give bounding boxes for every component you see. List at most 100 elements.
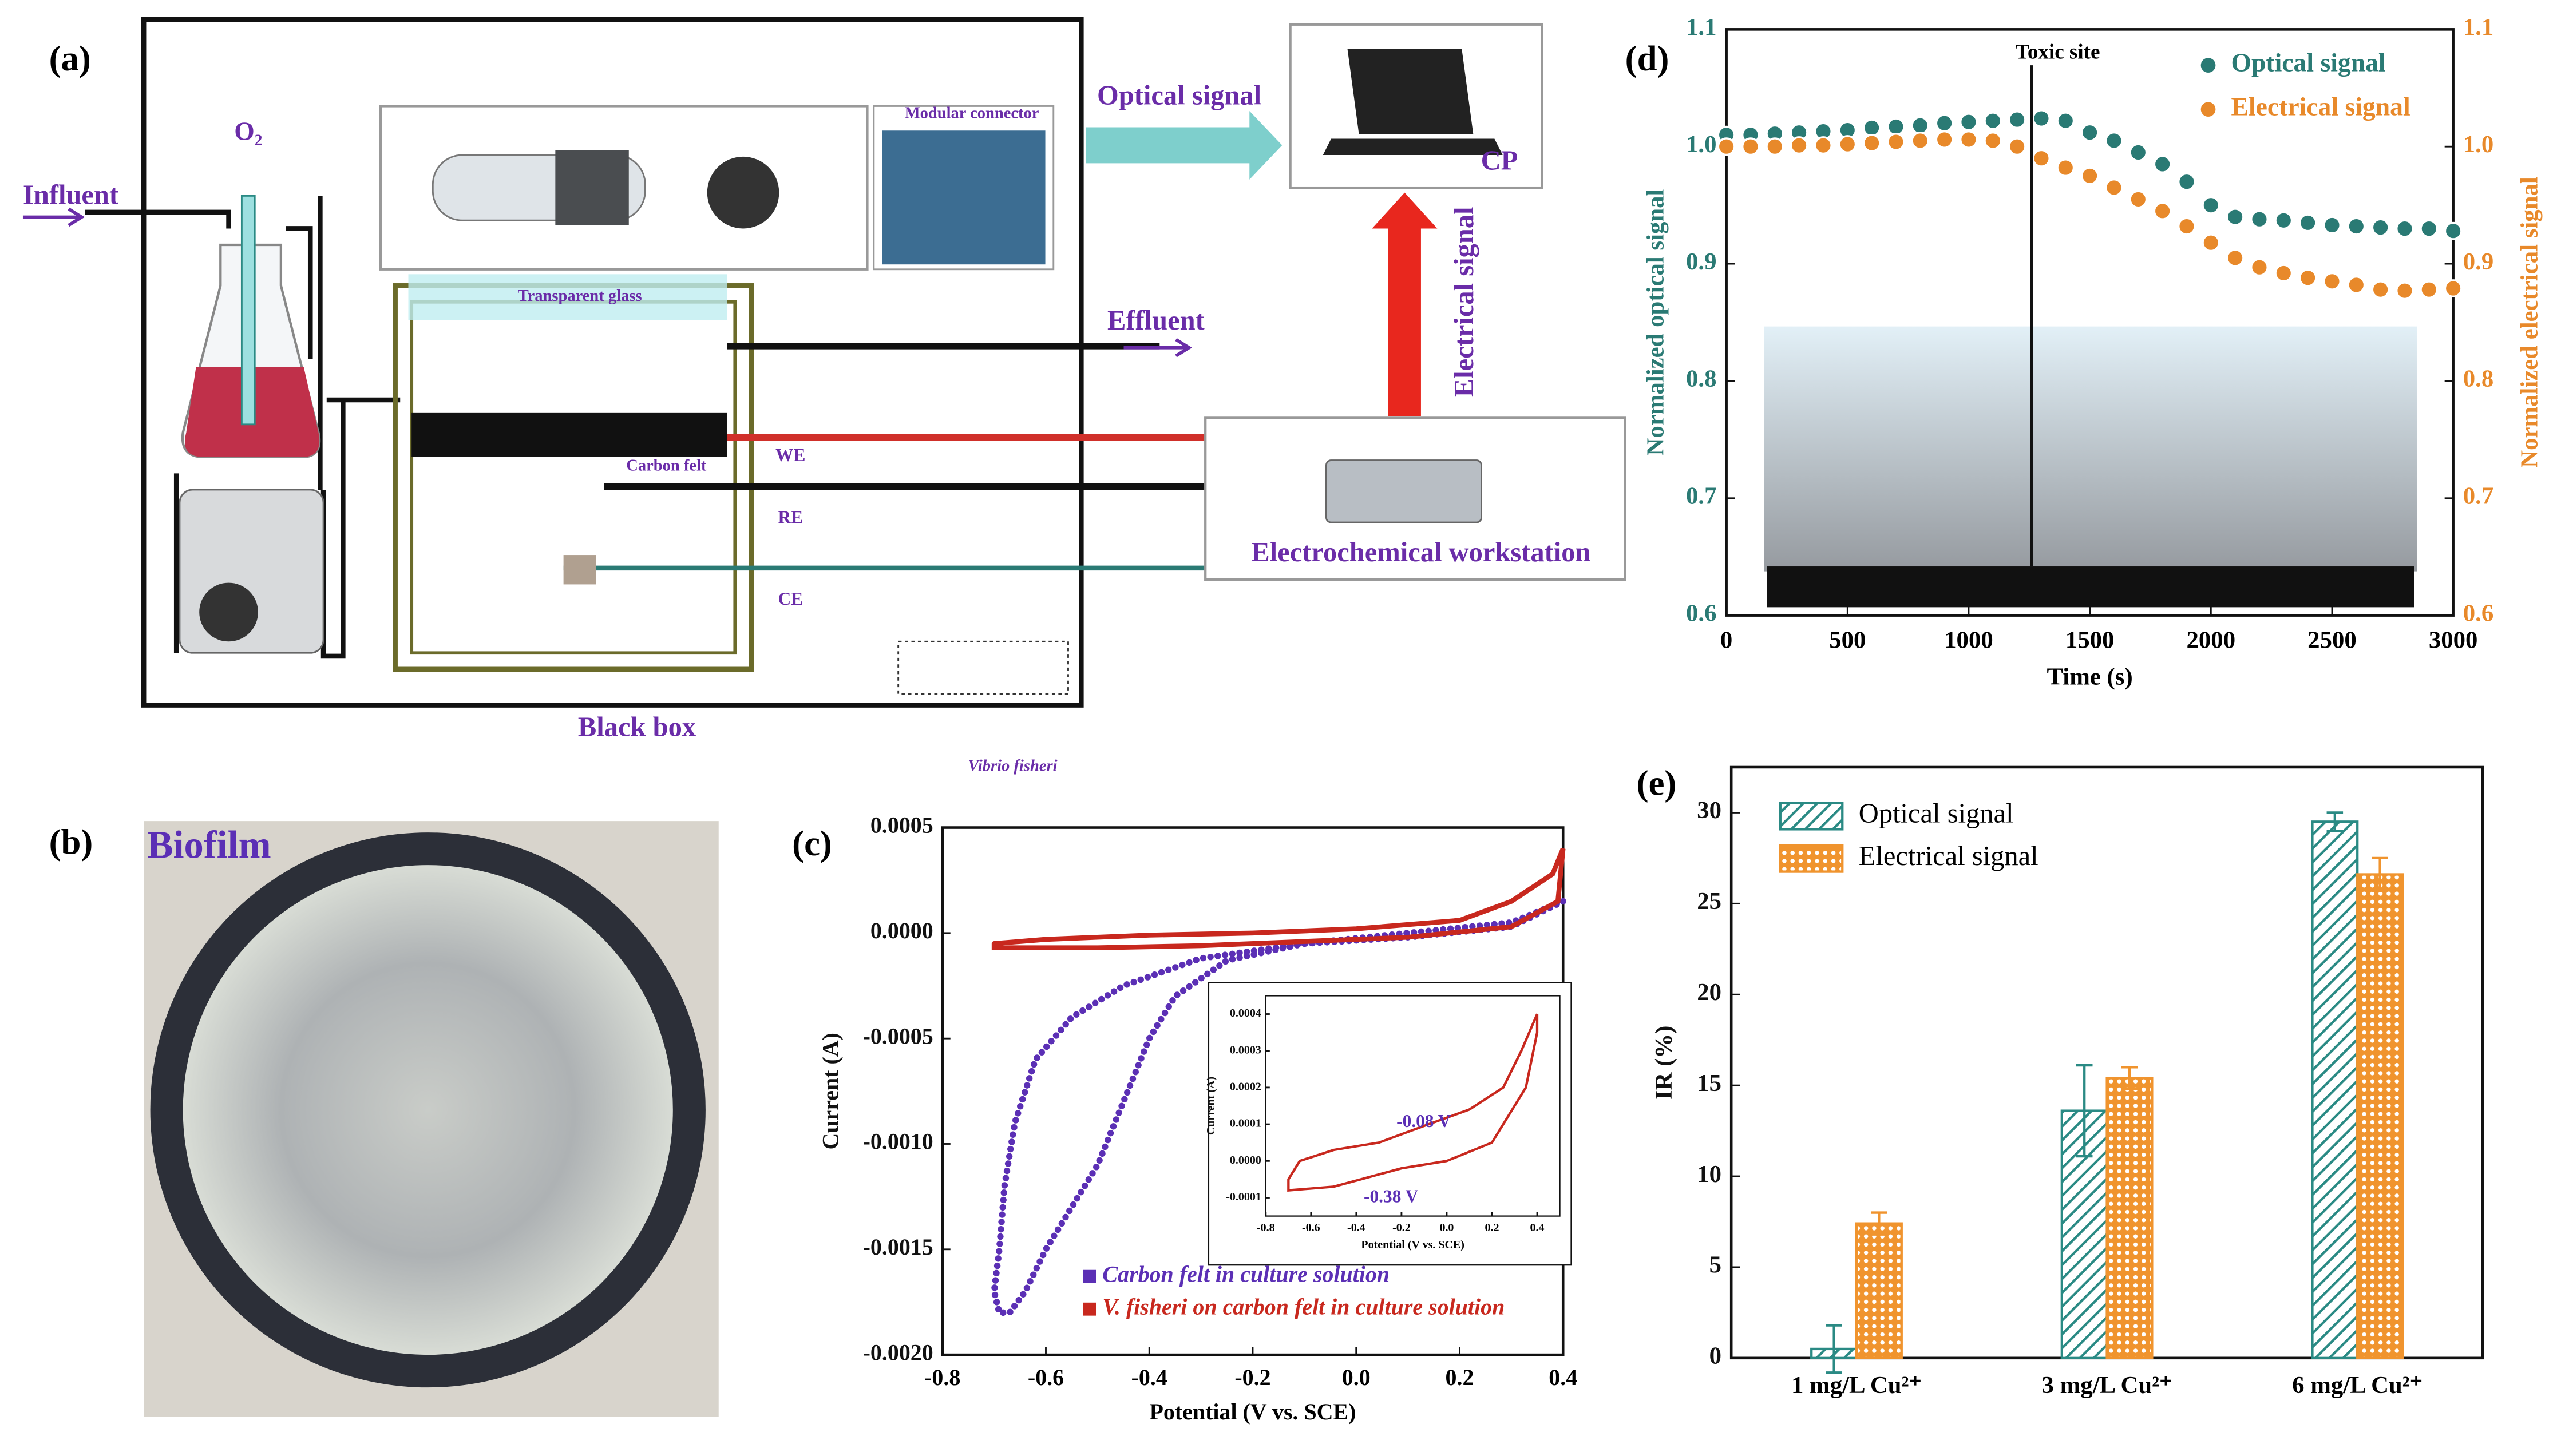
marker bbox=[2420, 280, 2439, 299]
y-tick-label: 0.7 bbox=[1686, 483, 1717, 510]
aerator bbox=[240, 195, 256, 426]
curve bbox=[991, 847, 1566, 950]
error-bar bbox=[1871, 1211, 1887, 1236]
curve bbox=[1287, 1013, 1539, 1192]
organism-label: Vibrio fisheri bbox=[968, 757, 1057, 775]
black-box bbox=[141, 17, 1084, 708]
marker bbox=[1984, 131, 2002, 150]
marker bbox=[2032, 109, 2051, 128]
bar bbox=[2356, 873, 2404, 1359]
laptop bbox=[1323, 49, 1503, 156]
marker bbox=[2177, 172, 2196, 191]
error-bar bbox=[2076, 1064, 2093, 1158]
error-bar bbox=[2326, 811, 2344, 832]
marker bbox=[2371, 218, 2390, 237]
x-tick-label: 0.4 bbox=[1549, 1364, 1577, 1390]
marker bbox=[2129, 190, 2148, 209]
marker bbox=[2444, 221, 2463, 240]
x-axis-title: Potential (V vs. SCE) bbox=[1361, 1239, 1464, 1251]
annotation: -0.08 V bbox=[1396, 1111, 1451, 1131]
bar bbox=[1855, 1222, 1903, 1359]
o2-label: O₂ bbox=[234, 116, 262, 145]
error-bar bbox=[1826, 1324, 1842, 1374]
water bbox=[1764, 326, 2417, 572]
x-tick-label: -0.4 bbox=[1347, 1221, 1365, 1234]
y-tick-label: 5 bbox=[1709, 1252, 1721, 1279]
legend-label: Electrical signal bbox=[1859, 841, 2038, 871]
biofilm bbox=[183, 865, 673, 1355]
glass-label: Transparent glass bbox=[518, 287, 642, 305]
workstation-label: Electrochemical workstation bbox=[1251, 537, 1590, 568]
x-tick-label: -0.2 bbox=[1234, 1364, 1270, 1390]
y-tick-label: 0.6 bbox=[1686, 600, 1717, 626]
marker bbox=[2104, 178, 2123, 197]
marker bbox=[2347, 275, 2366, 294]
tube bbox=[85, 196, 401, 659]
y-tick-label: 1.0 bbox=[1686, 131, 1717, 158]
marker bbox=[2420, 219, 2439, 238]
we-label: WE bbox=[775, 445, 805, 465]
marker bbox=[2202, 196, 2220, 215]
y-tick-label: 0.0005 bbox=[870, 812, 933, 838]
x-tick-label: 6 mg/L Cu²⁺ bbox=[2292, 1372, 2423, 1399]
marker bbox=[2395, 281, 2414, 300]
y2-axis-title: Normalized electrical signal bbox=[2516, 177, 2543, 468]
cell-outer bbox=[393, 283, 754, 672]
ce-electrode bbox=[563, 555, 596, 585]
marker bbox=[2226, 208, 2245, 227]
x-tick-label: -0.4 bbox=[1131, 1364, 1167, 1390]
y-tick-label: 0.0000 bbox=[870, 918, 933, 943]
y-axis-title: IR (%) bbox=[1650, 1026, 1677, 1100]
marker bbox=[1741, 137, 1760, 156]
marker bbox=[1838, 135, 1857, 154]
x-tick-label: 0.2 bbox=[1446, 1364, 1474, 1390]
legend-label: Optical signal bbox=[1859, 799, 2014, 829]
computer-label: CP bbox=[1481, 145, 1518, 176]
x-tick-label: 1 mg/L Cu²⁺ bbox=[1791, 1372, 1922, 1399]
marker bbox=[2153, 154, 2172, 173]
marker bbox=[2444, 279, 2463, 298]
y-tick-label: 0.0003 bbox=[1230, 1044, 1261, 1056]
connector-plug bbox=[707, 156, 779, 229]
x-tick-label: -0.6 bbox=[1028, 1364, 1064, 1390]
marker bbox=[2104, 131, 2123, 150]
y2-tick-label: 0.7 bbox=[2463, 483, 2494, 510]
x-tick-label: 3 mg/L Cu²⁺ bbox=[2042, 1372, 2172, 1399]
marker bbox=[1886, 133, 1905, 151]
y-tick-label: 0 bbox=[1709, 1343, 1721, 1370]
x-tick-label: 0 bbox=[1720, 627, 1732, 654]
curve bbox=[991, 898, 1566, 1316]
y-tick-label: 15 bbox=[1697, 1070, 1721, 1097]
y-tick-label: 25 bbox=[1697, 888, 1721, 915]
diagram: (a) Influent O₂ Modular connector Transp… bbox=[22, 17, 1626, 775]
y-tick-label: 10 bbox=[1697, 1161, 1721, 1188]
legend-label: Optical signal bbox=[2231, 48, 2386, 77]
connector-board bbox=[882, 130, 1046, 265]
panel-label: (e) bbox=[1637, 763, 1677, 803]
legend-marker bbox=[1083, 1269, 1097, 1283]
x-axis-title: Potential (V vs. SCE) bbox=[1149, 1399, 1356, 1425]
y-axis-title: Current (A) bbox=[1205, 1077, 1217, 1135]
x-tick-label: 0.4 bbox=[1530, 1221, 1545, 1234]
y-tick-label: 20 bbox=[1697, 979, 1721, 1006]
legend-marker bbox=[1779, 802, 1844, 831]
legend-box bbox=[897, 640, 1069, 695]
x-tick-label: -0.8 bbox=[1257, 1221, 1275, 1234]
scene bbox=[1764, 326, 2417, 608]
pump-head bbox=[199, 582, 258, 642]
marker bbox=[1911, 116, 1930, 135]
x-tick-label: -0.6 bbox=[1302, 1221, 1320, 1234]
x-tick-label: 1500 bbox=[2065, 627, 2115, 654]
arrow bbox=[1123, 338, 1193, 358]
y2-tick-label: 0.9 bbox=[2463, 248, 2494, 275]
marker bbox=[1911, 131, 1930, 150]
legend-marker bbox=[2199, 56, 2218, 74]
y-tick-label: -0.0020 bbox=[863, 1339, 933, 1365]
marker bbox=[1886, 117, 1905, 136]
glass bbox=[408, 274, 727, 320]
y2-tick-label: 0.6 bbox=[2463, 600, 2494, 626]
arrow bbox=[22, 207, 85, 227]
marker bbox=[2008, 110, 2026, 129]
panel-label: (b) bbox=[49, 822, 93, 862]
